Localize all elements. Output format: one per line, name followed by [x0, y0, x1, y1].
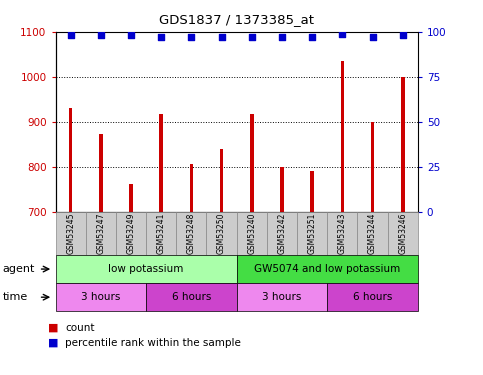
Point	[157, 34, 165, 40]
Text: GDS1837 / 1373385_at: GDS1837 / 1373385_at	[159, 13, 314, 26]
Text: 3 hours: 3 hours	[262, 292, 302, 302]
Bar	[220, 149, 223, 212]
Point	[369, 34, 376, 40]
Text: agent: agent	[2, 264, 35, 274]
Point	[278, 34, 286, 40]
Text: time: time	[2, 292, 28, 302]
Point	[399, 33, 407, 39]
Text: GSM53245: GSM53245	[66, 213, 75, 254]
Bar	[250, 114, 254, 212]
Text: GSM53251: GSM53251	[308, 213, 317, 254]
Text: percentile rank within the sample: percentile rank within the sample	[65, 338, 241, 348]
Bar	[341, 61, 344, 212]
Bar	[280, 167, 284, 212]
Text: GSM53241: GSM53241	[156, 213, 166, 254]
Bar	[311, 171, 314, 212]
Text: GSM53250: GSM53250	[217, 213, 226, 254]
Point	[248, 34, 256, 40]
Point	[218, 34, 226, 40]
Text: GSM53247: GSM53247	[96, 213, 105, 254]
Point	[97, 33, 105, 39]
Point	[187, 34, 195, 40]
Bar	[99, 135, 103, 212]
Text: count: count	[65, 323, 95, 333]
Bar	[189, 164, 193, 212]
Text: GSM53244: GSM53244	[368, 213, 377, 254]
Bar	[69, 108, 72, 212]
Text: 3 hours: 3 hours	[81, 292, 121, 302]
Text: low potassium: low potassium	[108, 264, 184, 274]
Point	[308, 34, 316, 40]
Text: GSM53243: GSM53243	[338, 213, 347, 254]
Bar	[401, 77, 405, 212]
Bar	[371, 122, 374, 212]
Text: ■: ■	[48, 323, 59, 333]
Text: GSM53242: GSM53242	[277, 213, 286, 254]
Point	[127, 33, 135, 39]
Text: 6 hours: 6 hours	[353, 292, 392, 302]
Point	[339, 31, 346, 37]
Point	[67, 33, 74, 39]
Text: GW5074 and low potassium: GW5074 and low potassium	[254, 264, 400, 274]
Text: GSM53246: GSM53246	[398, 213, 407, 254]
Bar	[159, 114, 163, 212]
Text: 6 hours: 6 hours	[171, 292, 211, 302]
Bar	[129, 184, 133, 212]
Text: GSM53240: GSM53240	[247, 213, 256, 254]
Text: GSM53249: GSM53249	[127, 213, 136, 254]
Text: GSM53248: GSM53248	[187, 213, 196, 254]
Text: ■: ■	[48, 338, 59, 348]
